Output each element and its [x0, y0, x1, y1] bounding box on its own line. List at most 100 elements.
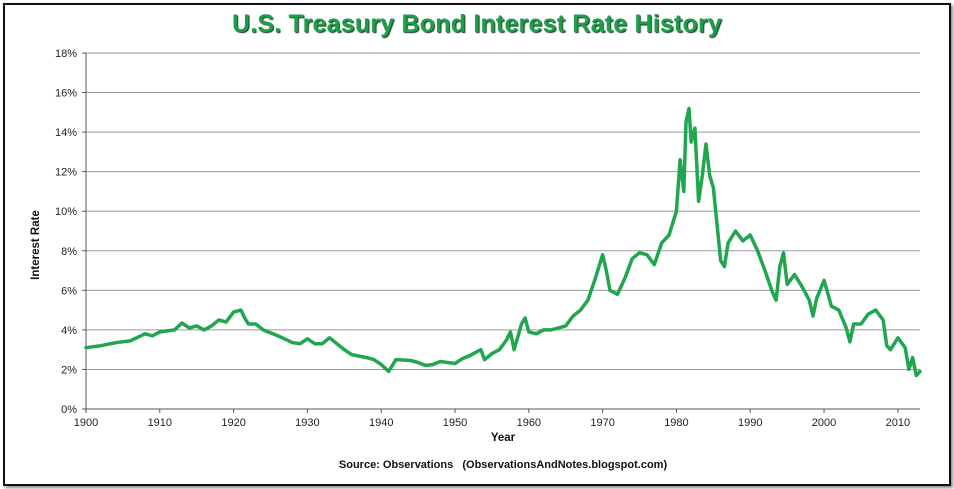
data-point	[694, 127, 696, 129]
data-point	[232, 311, 235, 313]
data-point	[679, 159, 681, 161]
data-point	[254, 323, 257, 325]
data-point	[85, 346, 87, 349]
data-point	[723, 265, 726, 268]
data-point	[299, 342, 301, 345]
data-point	[701, 174, 704, 177]
data-point	[852, 323, 855, 325]
x-tick-label: 1950	[443, 417, 467, 429]
data-point	[313, 342, 316, 345]
data-point	[874, 309, 877, 311]
data-point	[609, 289, 611, 292]
x-tick-label: 2010	[886, 417, 910, 429]
data-point	[417, 361, 419, 364]
source-note: Source: Observations (ObservationsAndNot…	[338, 459, 668, 471]
data-point	[203, 329, 205, 331]
y-tick-label: 18%	[55, 48, 77, 60]
grid-lines	[86, 52, 920, 370]
data-point	[476, 350, 478, 353]
data-point	[823, 279, 825, 282]
data-point	[454, 362, 456, 365]
data-point	[243, 317, 246, 319]
data-point	[395, 358, 397, 361]
data-point	[468, 354, 471, 357]
data-point	[705, 143, 707, 145]
data-point	[528, 331, 530, 333]
data-point	[889, 348, 892, 351]
x-tick-label: 1930	[295, 417, 319, 429]
data-point	[262, 329, 264, 331]
data-point	[542, 329, 545, 331]
data-point	[793, 273, 796, 276]
data-point	[247, 323, 250, 325]
data-point	[904, 346, 907, 349]
data-point	[815, 297, 818, 300]
data-point	[328, 337, 331, 339]
data-point	[675, 210, 678, 213]
data-point	[210, 325, 213, 327]
data-point	[218, 319, 220, 321]
series-line-interest-rate	[84, 106, 922, 378]
data-point	[605, 269, 608, 272]
data-point	[908, 368, 910, 371]
data-point	[690, 141, 693, 143]
data-point	[845, 327, 847, 329]
data-point	[885, 344, 888, 347]
x-tick-label: 1990	[738, 417, 762, 429]
data-point	[782, 251, 785, 254]
data-point	[321, 342, 323, 345]
data-point	[646, 253, 648, 256]
data-point	[291, 341, 294, 344]
data-point	[867, 313, 870, 315]
data-point	[756, 249, 759, 252]
data-point	[849, 340, 851, 343]
data-point	[461, 357, 464, 360]
data-point	[439, 360, 442, 363]
data-point	[812, 315, 814, 317]
data-point	[505, 338, 508, 341]
data-point	[749, 234, 752, 236]
data-point	[424, 364, 427, 367]
data-point	[550, 329, 552, 331]
x-tick-label: 1980	[664, 417, 688, 429]
data-point	[771, 291, 774, 294]
x-tick-label: 1910	[148, 417, 172, 429]
data-point	[225, 321, 228, 323]
data-point	[860, 323, 862, 325]
x-tick-label: 1940	[369, 417, 393, 429]
y-tick-label: 4%	[61, 325, 77, 337]
data-point	[350, 353, 353, 356]
y-tick-label: 6%	[61, 285, 77, 297]
data-point	[830, 305, 833, 307]
data-point	[480, 348, 482, 351]
data-point	[432, 363, 434, 366]
data-point	[498, 348, 501, 351]
y-axis-label: Interest Rate	[30, 210, 42, 280]
data-point	[343, 348, 346, 351]
x-tick-label: 1960	[517, 417, 541, 429]
x-tick-label: 1920	[221, 417, 245, 429]
data-point	[535, 333, 538, 335]
data-point	[173, 329, 176, 331]
series-layer	[84, 106, 922, 378]
data-point	[365, 356, 368, 359]
data-point	[151, 335, 154, 337]
data-point	[380, 363, 383, 366]
data-point	[712, 186, 715, 189]
data-point	[734, 230, 737, 232]
data-point	[882, 319, 884, 321]
data-point	[683, 190, 685, 193]
x-axis-label: Year	[490, 432, 516, 444]
data-point	[719, 259, 722, 262]
x-tick-label: 1970	[590, 417, 614, 429]
data-point	[616, 293, 619, 296]
data-point	[114, 341, 117, 344]
data-point	[631, 257, 633, 260]
data-point	[99, 344, 102, 347]
data-point	[144, 333, 146, 335]
data-point	[564, 325, 567, 327]
data-point	[911, 356, 914, 359]
data-point	[491, 352, 493, 355]
data-point	[775, 299, 777, 302]
